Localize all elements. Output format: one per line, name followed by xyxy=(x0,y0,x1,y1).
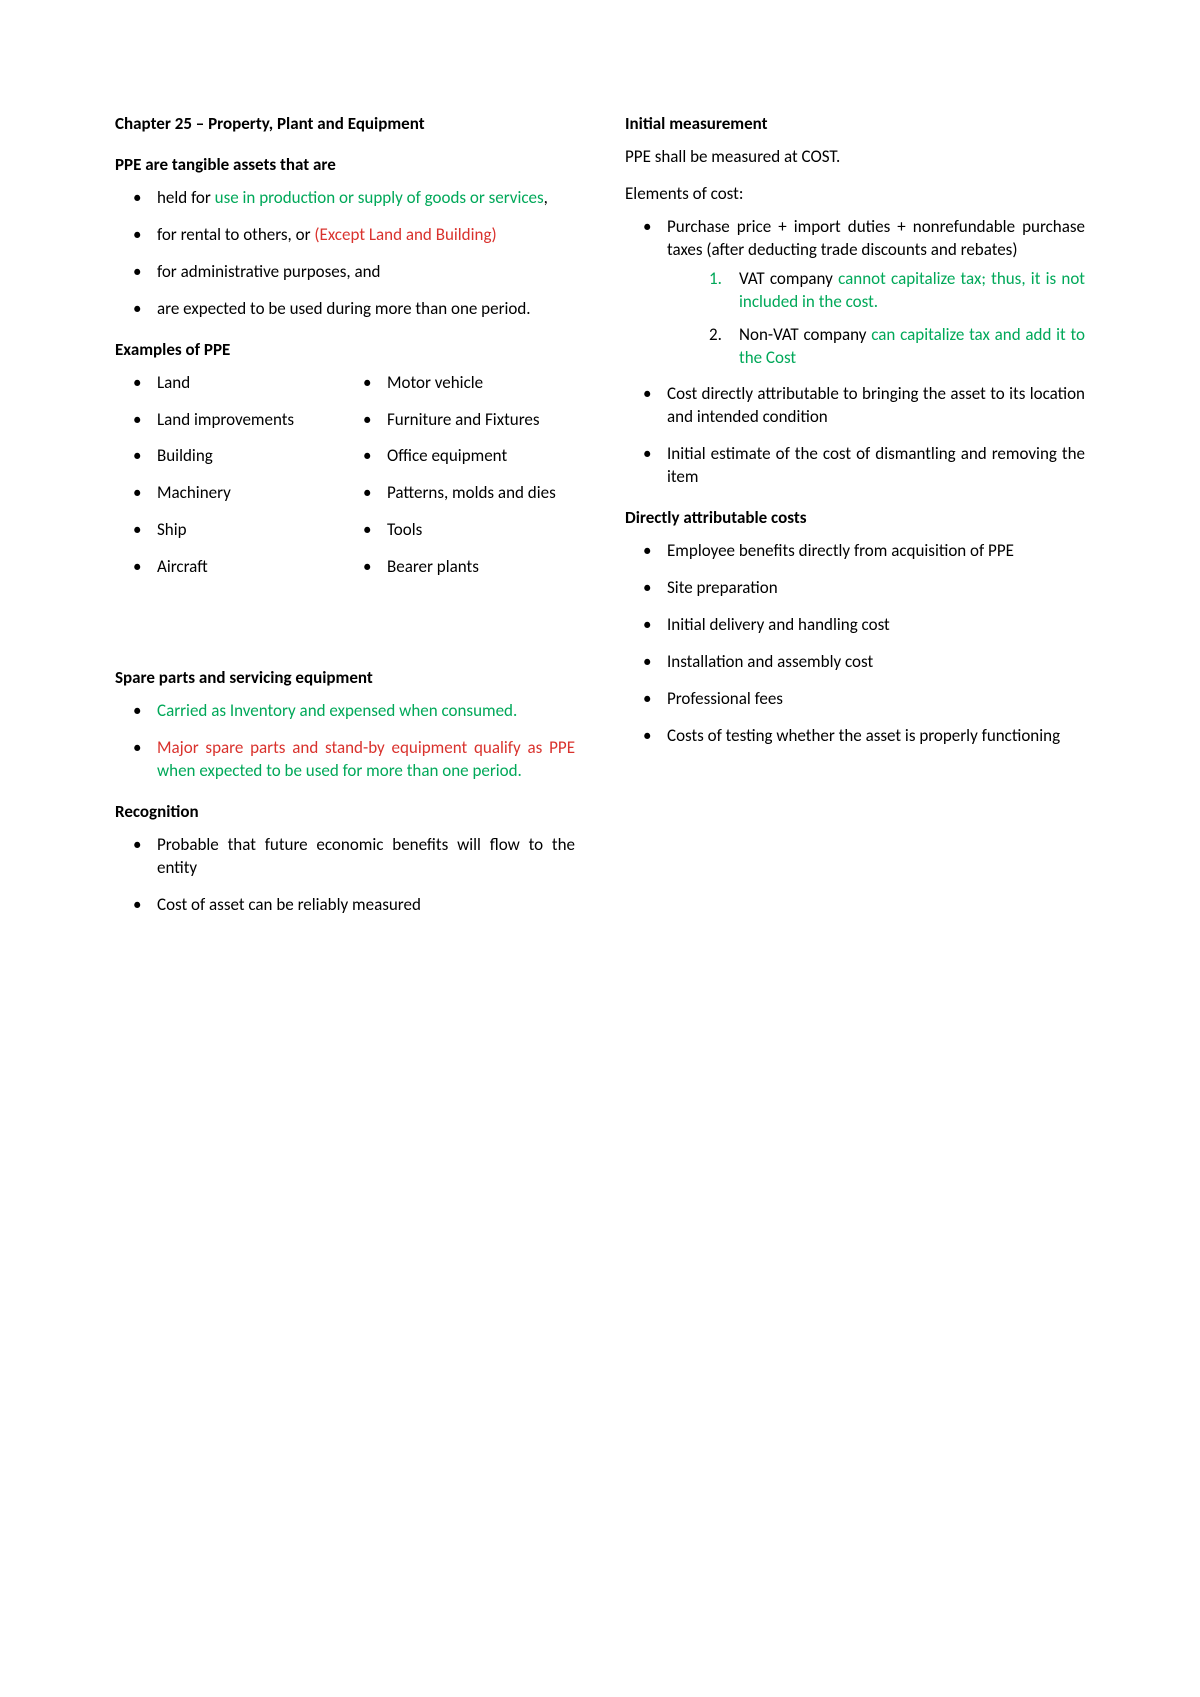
left-column: Chapter 25 – Property, Plant and Equipme… xyxy=(115,113,575,1697)
list-item: Purchase price + import duties + nonrefu… xyxy=(625,216,1085,370)
num-marker: 1. xyxy=(709,268,731,291)
text: for rental to others, or xyxy=(157,224,314,245)
ppe-def-heading: PPE are tangible assets that are xyxy=(115,154,575,177)
spacer xyxy=(115,613,575,649)
text: , xyxy=(544,187,548,208)
list-item: Land improvements xyxy=(115,409,345,432)
initial-line: PPE shall be measured at COST. xyxy=(625,146,1085,169)
list-item: Initial estimate of the cost of dismantl… xyxy=(625,443,1085,489)
list-item: Carried as Inventory and expensed when c… xyxy=(115,700,575,723)
list-item: Furniture and Fixtures xyxy=(345,409,575,432)
list-item: Ship xyxy=(115,519,345,542)
list-item: Cost directly attributable to bringing t… xyxy=(625,383,1085,429)
sub-numbered-list: 1. VAT company cannot capitalize tax; th… xyxy=(667,268,1085,370)
text-highlight: when expected to be used for more than o… xyxy=(157,760,522,781)
text: Non-VAT company xyxy=(739,324,871,345)
list-item: 2. Non-VAT company can capitalize tax an… xyxy=(667,324,1085,370)
dac-heading: Directly attributable costs xyxy=(625,507,1085,530)
text: Purchase price + import duties + nonrefu… xyxy=(667,216,1085,260)
spare-list: Carried as Inventory and expensed when c… xyxy=(115,700,575,783)
list-item: Installation and assembly cost xyxy=(625,651,1085,674)
list-item: held for use in production or supply of … xyxy=(115,187,575,210)
list-item: for administrative purposes, and xyxy=(115,261,575,284)
elements-heading: Elements of cost: xyxy=(625,183,1085,206)
list-item: Major spare parts and stand-by equipment… xyxy=(115,737,575,783)
list-item: Site preparation xyxy=(625,577,1085,600)
list-item: are expected to be used during more than… xyxy=(115,298,575,321)
list-item: Bearer plants xyxy=(345,556,575,579)
text: held for xyxy=(157,187,215,208)
initial-heading: Initial measurement xyxy=(625,113,1085,136)
list-item: for rental to others, or (Except Land an… xyxy=(115,224,575,247)
recognition-heading: Recognition xyxy=(115,801,575,824)
list-item: 1. VAT company cannot capitalize tax; th… xyxy=(667,268,1085,314)
text-highlight: Major spare parts and stand-by equipment… xyxy=(157,737,575,758)
list-item: Patterns, molds and dies xyxy=(345,482,575,505)
elements-list: Purchase price + import duties + nonrefu… xyxy=(625,216,1085,489)
list-item: Motor vehicle xyxy=(345,372,575,395)
list-item: Machinery xyxy=(115,482,345,505)
chapter-title: Chapter 25 – Property, Plant and Equipme… xyxy=(115,113,575,136)
recognition-list: Probable that future economic benefits w… xyxy=(115,834,575,917)
text-highlight: use in production or supply of goods or … xyxy=(215,187,544,208)
list-item: Cost of asset can be reliably measured xyxy=(115,894,575,917)
list-item: Aircraft xyxy=(115,556,345,579)
list-item: Initial delivery and handling cost xyxy=(625,614,1085,637)
right-column: Initial measurement PPE shall be measure… xyxy=(625,113,1085,1697)
page: Chapter 25 – Property, Plant and Equipme… xyxy=(0,0,1200,1697)
ppe-definition-list: held for use in production or supply of … xyxy=(115,187,575,321)
examples-two-col: Land Land improvements Building Machiner… xyxy=(115,372,575,594)
examples-right-list: Motor vehicle Furniture and Fixtures Off… xyxy=(345,372,575,594)
text-highlight: Carried as Inventory and expensed when c… xyxy=(157,700,517,721)
list-item: Costs of testing whether the asset is pr… xyxy=(625,725,1085,748)
text: VAT company xyxy=(739,268,838,289)
spare-heading: Spare parts and servicing equipment xyxy=(115,667,575,690)
dac-list: Employee benefits directly from acquisit… xyxy=(625,540,1085,748)
num-marker: 2. xyxy=(709,324,731,347)
examples-heading: Examples of PPE xyxy=(115,339,575,362)
list-item: Professional fees xyxy=(625,688,1085,711)
list-item: Office equipment xyxy=(345,445,575,468)
list-item: Employee benefits directly from acquisit… xyxy=(625,540,1085,563)
examples-left-list: Land Land improvements Building Machiner… xyxy=(115,372,345,594)
list-item: Building xyxy=(115,445,345,468)
list-item: Tools xyxy=(345,519,575,542)
text-highlight: (Except Land and Building) xyxy=(314,224,496,245)
list-item: Probable that future economic benefits w… xyxy=(115,834,575,880)
list-item: Land xyxy=(115,372,345,395)
